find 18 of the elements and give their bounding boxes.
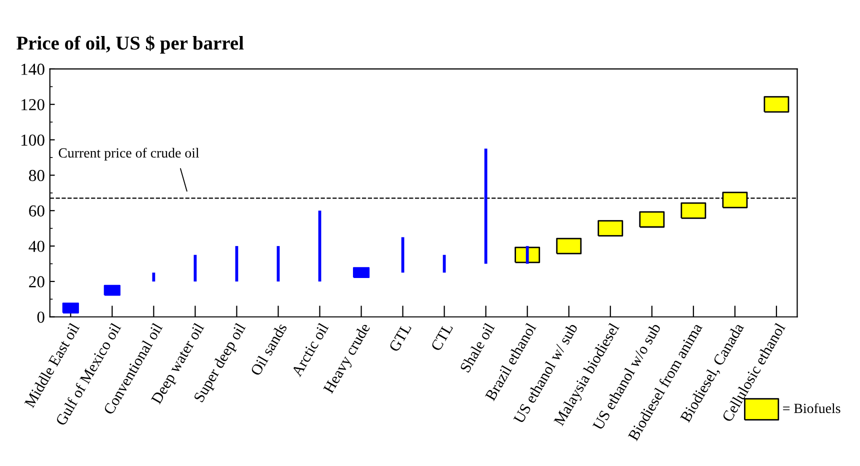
bar bbox=[152, 272, 156, 282]
y-tick-label: 120 bbox=[21, 99, 44, 110]
bar bbox=[526, 246, 529, 264]
y-tick-label: 80 bbox=[28, 170, 44, 182]
y-tick-label: 0 bbox=[37, 312, 44, 323]
y-tick-label: 60 bbox=[29, 205, 44, 217]
bar bbox=[442, 254, 446, 273]
legend-label: = Biofuels bbox=[783, 403, 840, 414]
x-tick-label: CTL bbox=[430, 322, 454, 352]
bar bbox=[484, 148, 488, 264]
chart-title: Price of oil, US $ per barrel bbox=[16, 35, 244, 54]
bar bbox=[194, 254, 197, 282]
x-tick-label: GTL bbox=[388, 322, 412, 352]
y-tick-label: 20 bbox=[29, 276, 44, 288]
y-tick-label: 40 bbox=[28, 240, 44, 252]
ref-line-label: Current price of crude oil bbox=[58, 148, 200, 160]
y-tick-label: 100 bbox=[21, 134, 44, 146]
y-tick-label: 140 bbox=[21, 64, 44, 75]
